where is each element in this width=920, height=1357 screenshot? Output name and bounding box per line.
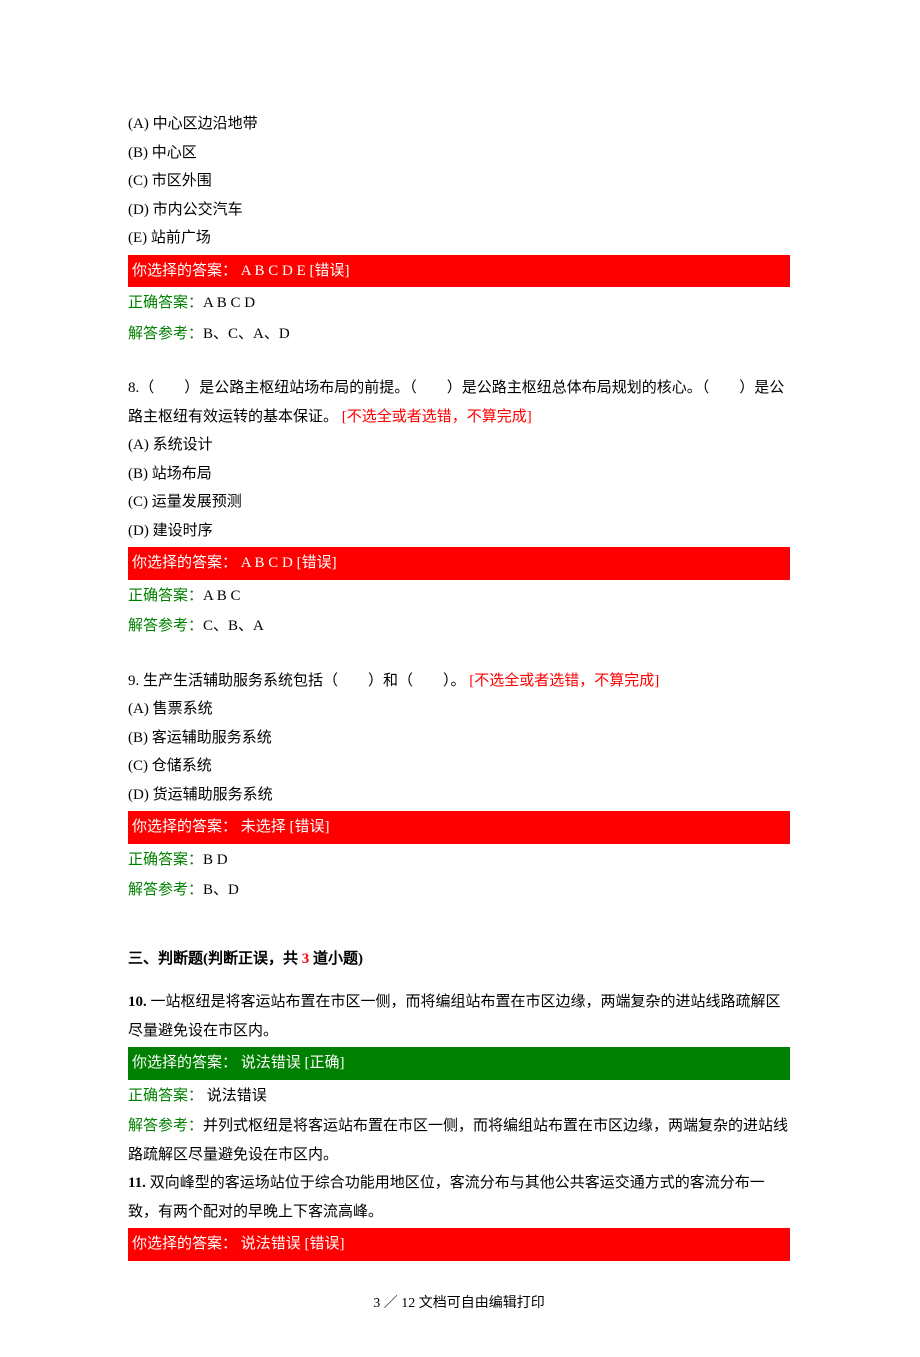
option-8a: (A) 系统设计 — [128, 431, 790, 460]
correct-answer-10: 正确答案： 说法错误 — [128, 1082, 790, 1111]
option-9c: (C) 仓储系统 — [128, 752, 790, 781]
question-8: 8.（ ）是公路主枢纽站场布局的前提。（ ）是公路主枢纽总体布局规划的核心。（ … — [128, 374, 790, 641]
section-3-title-a: 三、判断题(判断正误，共 — [128, 951, 302, 967]
q10-number: 10. — [128, 994, 147, 1010]
ref-value-8: C、B、A — [203, 618, 264, 634]
your-answer-bar-7: 你选择的答案： A B C D E [错误] — [128, 255, 790, 288]
option-7e: (E) 站前广场 — [128, 224, 790, 253]
correct-prefix-8: 正确答案： — [128, 588, 203, 604]
correct-value-7: A B C D — [203, 295, 255, 311]
q8-number: 8. — [128, 380, 139, 396]
question-10-text: 10. 一站枢纽是将客运站布置在市区一侧，而将编组站布置在市区边缘，两端复杂的进… — [128, 988, 790, 1045]
ref-value-9: B、D — [203, 882, 239, 898]
question-7-options: (A) 中心区边沿地带 (B) 中心区 (C) 市区外围 (D) 市内公交汽车 … — [128, 110, 790, 253]
correct-answer-7: 正确答案：A B C D — [128, 289, 790, 318]
section-3-title: 三、判断题(判断正误，共 3 道小题) — [128, 945, 790, 974]
q9-hint: [不选全或者选错，不算完成] — [469, 673, 659, 689]
correct-value-8: A B C — [203, 588, 241, 604]
question-11: 11. 双向峰型的客运场站位于综合功能用地区位，客流分布与其他公共客运交通方式的… — [128, 1169, 790, 1261]
reference-8: 解答参考：C、B、A — [128, 612, 790, 641]
q9-number: 9. — [128, 673, 139, 689]
question-11-text: 11. 双向峰型的客运场站位于综合功能用地区位，客流分布与其他公共客运交通方式的… — [128, 1169, 790, 1226]
reference-7: 解答参考：B、C、A、D — [128, 320, 790, 349]
option-9a: (A) 售票系统 — [128, 695, 790, 724]
option-7b: (B) 中心区 — [128, 139, 790, 168]
option-9d: (D) 货运辅助服务系统 — [128, 781, 790, 810]
correct-value-9: B D — [203, 852, 228, 868]
page-footer: 3 ／ 12 文档可自由编辑打印 — [128, 1291, 790, 1318]
page-content: (A) 中心区边沿地带 (B) 中心区 (C) 市区外围 (D) 市内公交汽车 … — [0, 0, 920, 1357]
reference-9: 解答参考：B、D — [128, 876, 790, 905]
ref-value-10: 并列式枢纽是将客运站布置在市区一侧，而将编组站布置在市区边缘，两端复杂的进站线路… — [128, 1118, 788, 1163]
correct-value-10: 说法错误 — [203, 1088, 267, 1104]
q10-body: 一站枢纽是将客运站布置在市区一侧，而将编组站布置在市区边缘，两端复杂的进站线路疏… — [128, 994, 781, 1039]
ref-prefix-7: 解答参考： — [128, 326, 203, 342]
question-10: 10. 一站枢纽是将客运站布置在市区一侧，而将编组站布置在市区边缘，两端复杂的进… — [128, 988, 790, 1169]
ref-prefix-8: 解答参考： — [128, 618, 203, 634]
your-answer-bar-9: 你选择的答案： 未选择 [错误] — [128, 811, 790, 844]
option-7d: (D) 市内公交汽车 — [128, 196, 790, 225]
ref-prefix-10: 解答参考： — [128, 1118, 203, 1134]
option-8d: (D) 建设时序 — [128, 517, 790, 546]
ref-value-7: B、C、A、D — [203, 326, 290, 342]
your-answer-bar-11: 你选择的答案： 说法错误 [错误] — [128, 1228, 790, 1261]
option-9b: (B) 客运辅助服务系统 — [128, 724, 790, 753]
correct-answer-9: 正确答案：B D — [128, 846, 790, 875]
correct-prefix-7: 正确答案： — [128, 295, 203, 311]
correct-prefix-10: 正确答案： — [128, 1088, 203, 1104]
ref-prefix-9: 解答参考： — [128, 882, 203, 898]
option-8b: (B) 站场布局 — [128, 460, 790, 489]
reference-10: 解答参考：并列式枢纽是将客运站布置在市区一侧，而将编组站布置在市区边缘，两端复杂… — [128, 1112, 790, 1169]
question-8-text: 8.（ ）是公路主枢纽站场布局的前提。（ ）是公路主枢纽总体布局规划的核心。（ … — [128, 374, 790, 431]
question-9: 9. 生产生活辅助服务系统包括（ ）和（ ）。 [不选全或者选错，不算完成] (… — [128, 667, 790, 905]
question-9-text: 9. 生产生活辅助服务系统包括（ ）和（ ）。 [不选全或者选错，不算完成] — [128, 667, 790, 696]
q11-number: 11. — [128, 1175, 146, 1191]
correct-prefix-9: 正确答案： — [128, 852, 203, 868]
your-answer-bar-10: 你选择的答案： 说法错误 [正确] — [128, 1047, 790, 1080]
q8-hint: [不选全或者选错，不算完成] — [342, 409, 532, 425]
section-3-title-b: 道小题) — [309, 951, 363, 967]
option-7c: (C) 市区外围 — [128, 167, 790, 196]
q11-body: 双向峰型的客运场站位于综合功能用地区位，客流分布与其他公共客运交通方式的客流分布… — [128, 1175, 765, 1220]
your-answer-bar-8: 你选择的答案： A B C D [错误] — [128, 547, 790, 580]
correct-answer-8: 正确答案：A B C — [128, 582, 790, 611]
option-8c: (C) 运量发展预测 — [128, 488, 790, 517]
q9-body: 生产生活辅助服务系统包括（ ）和（ ）。 — [139, 673, 469, 689]
option-7a: (A) 中心区边沿地带 — [128, 110, 790, 139]
